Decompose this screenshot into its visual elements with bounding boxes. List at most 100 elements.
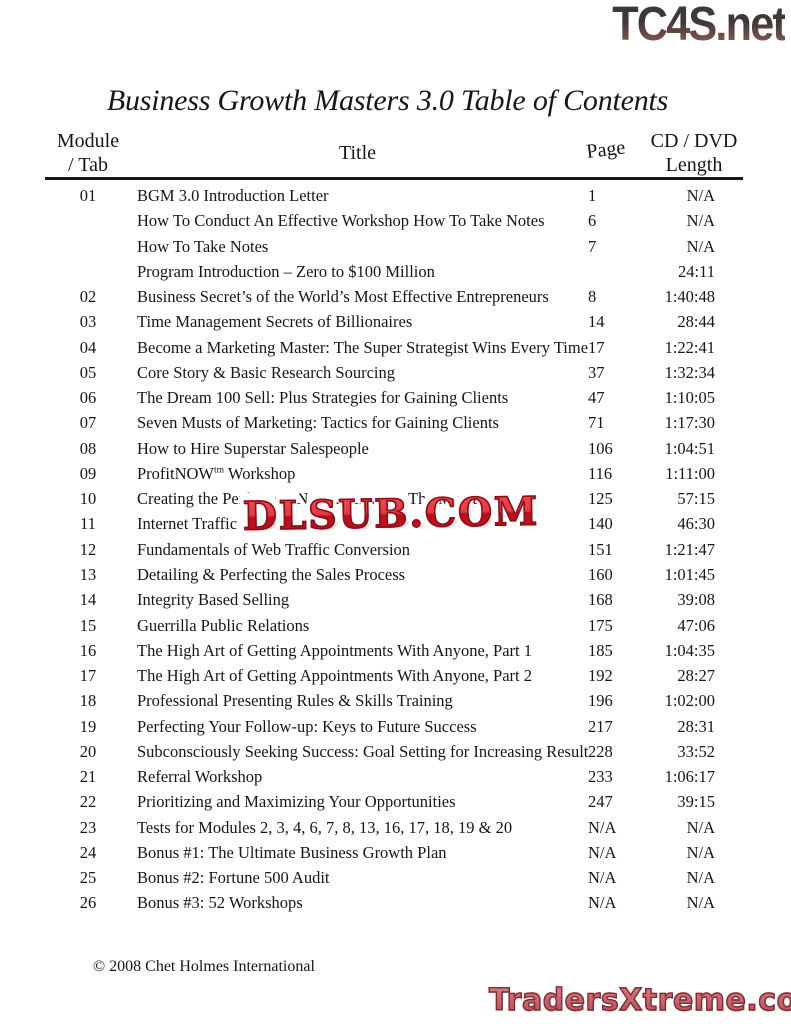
- cell-title: Referral Workshop: [137, 767, 263, 787]
- cell-length: 1:22:41: [664, 337, 715, 357]
- cell-title: BGM 3.0 Introduction Letter: [137, 186, 329, 205]
- cell-length: 1:11:00: [665, 463, 715, 483]
- cell-title: Guerrilla Public Relations: [137, 615, 310, 635]
- cell-module: 03: [79, 312, 97, 332]
- cell-module: 16: [79, 640, 97, 660]
- cell-length: 1:40:48: [664, 287, 715, 307]
- cell-length: 1:02:00: [664, 691, 715, 711]
- cell-module: 12: [79, 539, 97, 559]
- cell-length: 47:06: [677, 615, 715, 635]
- cell-module: 09: [79, 463, 97, 483]
- cell-page: 228: [588, 741, 613, 761]
- table-row: 01 BGM 3.0 Introduction Letter 1 N/A: [49, 183, 743, 208]
- cell-length: 1:32:34: [664, 362, 715, 382]
- cell-page: 17: [588, 337, 605, 357]
- table-rows: 01 BGM 3.0 Introduction Letter 1 N/A How…: [49, 183, 743, 916]
- cell-page: 140: [588, 514, 613, 534]
- cell-title: Bonus #3: 52 Workshops: [137, 893, 303, 913]
- cell-page: 47: [588, 388, 605, 408]
- cell-title: Core Story & Basic Research Sourcing: [137, 362, 395, 382]
- table-row: 09 ProfitNOWtm Workshop 116 1:11:00: [49, 461, 743, 486]
- copyright-footer: © 2008 Chet Holmes International: [93, 958, 315, 975]
- cell-title: Bonus #2: Fortune 500 Audit: [137, 868, 330, 888]
- header-rule: [45, 177, 743, 180]
- tradersxtreme-logo-text: TradersXtreme.com: [488, 985, 791, 1016]
- cell-page: N/A: [588, 817, 617, 837]
- cell-length: 1:17:30: [664, 413, 715, 433]
- dlsub-watermark: DLSUB.COM DLSUB.COM: [238, 480, 544, 541]
- cell-page: 37: [588, 362, 605, 382]
- cell-module: 02: [79, 287, 97, 307]
- cell-module: 20: [79, 741, 97, 761]
- cell-page: 247: [588, 792, 613, 812]
- column-header-page: Page: [585, 136, 627, 164]
- table-row: 22 Prioritizing and Maximizing Your Oppo…: [49, 789, 743, 814]
- cell-page: 196: [588, 691, 613, 711]
- cell-page: 151: [588, 539, 613, 559]
- cell-page: [588, 259, 646, 284]
- cell-title: Integrity Based Selling: [137, 590, 290, 610]
- cell-module: 18: [79, 691, 97, 711]
- table-row: 24 Bonus #1: The Ultimate Business Growt…: [49, 840, 743, 865]
- cell-length: 1:01:45: [664, 564, 715, 584]
- cell-module: 07: [79, 413, 97, 433]
- cell-module: 14: [79, 590, 97, 610]
- table-row: 23 Tests for Modules 2, 3, 4, 6, 7, 8, 1…: [49, 815, 743, 840]
- cell-title: The High Art of Getting Appointments Wit…: [137, 640, 533, 660]
- cell-module: 06: [79, 388, 97, 408]
- cell-length: N/A: [686, 817, 715, 837]
- cell-length: N/A: [686, 186, 715, 205]
- cell-length: N/A: [686, 842, 715, 862]
- cell-module: 19: [79, 716, 97, 736]
- cell-module: 26: [79, 893, 97, 913]
- cell-page: 192: [588, 666, 613, 686]
- cell-length: 1:06:17: [664, 767, 715, 787]
- cell-title: Subconsciously Seeking Success: Goal Set…: [137, 741, 588, 761]
- table-row: 19 Perfecting Your Follow-up: Keys to Fu…: [49, 714, 743, 739]
- cell-module: [49, 208, 127, 233]
- cell-page: 1: [588, 186, 597, 205]
- table-row: 06 The Dream 100 Sell: Plus Strategies f…: [49, 385, 743, 410]
- cell-module: 04: [79, 337, 97, 357]
- cell-page: 185: [588, 640, 613, 660]
- cell-length: N/A: [686, 893, 715, 913]
- cell-title: Time Management Secrets of Billionaires: [137, 312, 413, 332]
- cell-title: Become a Marketing Master: The Super Str…: [137, 337, 588, 357]
- table-row: 17 The High Art of Getting Appointments …: [49, 663, 743, 688]
- cell-title: Bonus #1: The Ultimate Business Growth P…: [137, 842, 447, 862]
- cell-page: 175: [588, 615, 613, 635]
- cell-length: N/A: [686, 868, 715, 888]
- column-header-module-line2: / Tab: [68, 154, 108, 176]
- cell-title: Creating the Perfect Ad No Matter What T…: [137, 489, 480, 509]
- cell-length: 1:04:51: [664, 438, 715, 458]
- table-row: 16 The High Art of Getting Appointments …: [49, 638, 743, 663]
- cell-title: Program Introduction – Zero to $100 Mill…: [137, 261, 435, 281]
- table-row: 02 Business Secret’s of the World’s Most…: [49, 284, 743, 309]
- table-row: How To Take Notes 7 N/A: [49, 234, 743, 259]
- cell-length: 57:15: [677, 489, 715, 509]
- cell-title: Perfecting Your Follow-up: Keys to Futur…: [137, 716, 477, 736]
- cell-module: 24: [79, 842, 97, 862]
- cell-length: 39:08: [677, 590, 715, 610]
- dlsub-watermark-text: DLSUB.COM: [242, 488, 541, 541]
- cell-module: 08: [79, 438, 97, 458]
- cell-title: Business Secret’s of the World’s Most Ef…: [137, 287, 549, 307]
- table-row: Program Introduction – Zero to $100 Mill…: [49, 259, 743, 284]
- cell-page: N/A: [588, 842, 617, 862]
- cell-title: The High Art of Getting Appointments Wit…: [137, 666, 533, 686]
- cell-title: Tests for Modules 2, 3, 4, 6, 7, 8, 13, …: [137, 817, 513, 837]
- cell-page: 6: [588, 211, 597, 231]
- cell-page: 116: [588, 463, 613, 483]
- cell-page: 233: [588, 767, 613, 787]
- table-row: 26 Bonus #3: 52 Workshops N/A N/A: [49, 890, 743, 915]
- cell-title: How To Conduct An Effective Workshop How…: [137, 211, 545, 231]
- column-header-module-line1: Module: [56, 130, 120, 152]
- table-row: 12 Fundamentals of Web Traffic Conversio…: [49, 537, 743, 562]
- cell-page: 217: [588, 716, 613, 736]
- cell-page: 8: [588, 287, 597, 307]
- cell-title: How To Take Notes: [137, 236, 269, 256]
- cell-module: 15: [79, 615, 97, 635]
- document-title: Business Growth Masters 3.0 Table of Con…: [106, 84, 669, 117]
- cell-length: 1:21:47: [664, 539, 715, 559]
